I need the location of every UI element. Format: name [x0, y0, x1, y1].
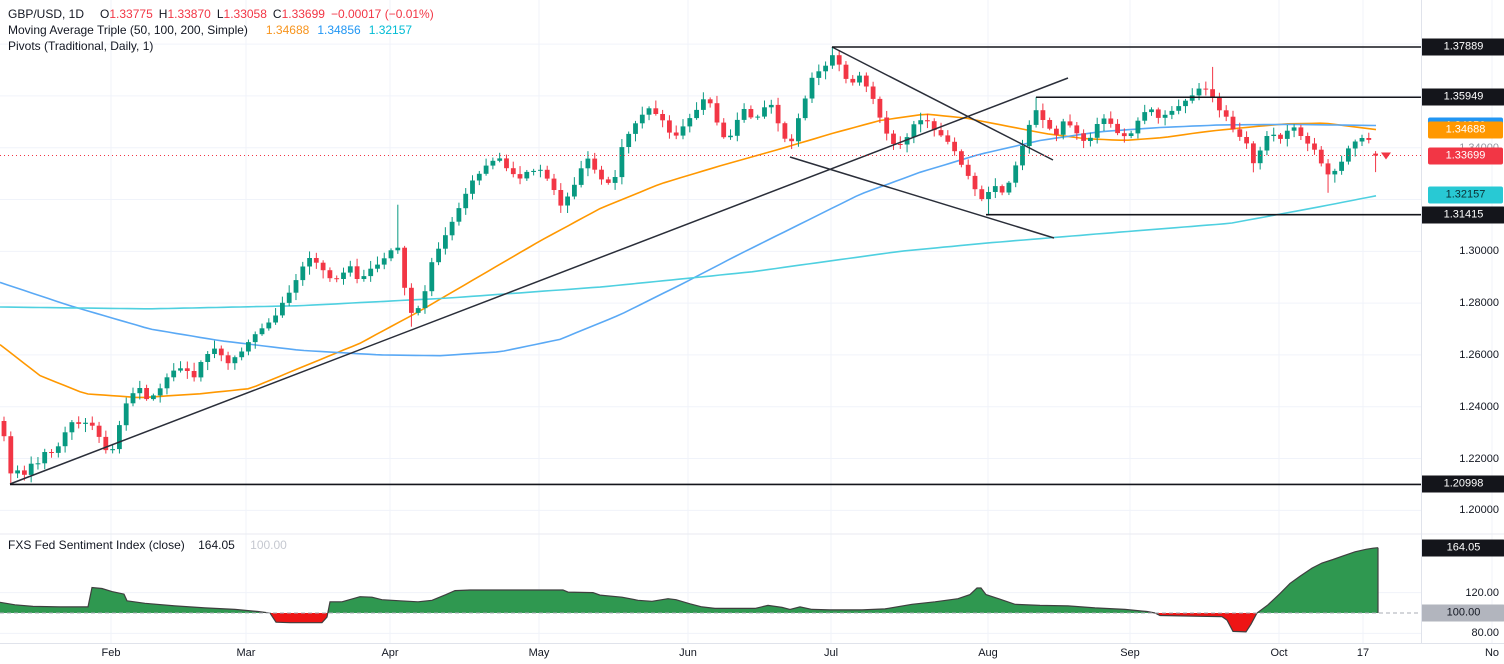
time-axis-label: Mar	[236, 647, 256, 659]
ohlc-letter: C	[272, 7, 282, 21]
sentiment-area	[0, 547, 1421, 633]
gridlines	[0, 0, 1504, 643]
time-axis-label: Jul	[823, 647, 839, 659]
pivots-legend-row[interactable]: Pivots (Traditional, Daily, 1)	[8, 38, 434, 54]
ohlc-letter: O	[100, 7, 110, 21]
price-axis-label: 80.00	[1471, 627, 1499, 640]
price-axis-label: 1.24000	[1459, 400, 1499, 413]
ohlc-value: 1.33775	[109, 7, 153, 21]
sentiment-indicator-title[interactable]: FXS Fed Sentiment Index (close)	[8, 538, 185, 552]
time-axis-label: Sep	[1120, 647, 1140, 659]
price-axis-label: 1.30000	[1459, 245, 1499, 258]
price-axis-label: 1.26000	[1459, 348, 1499, 361]
price-axis-badge: 1.33699	[1428, 147, 1503, 165]
last-price-marker	[1381, 152, 1391, 160]
price-axis-badge: 1.31415	[1422, 206, 1504, 224]
ohlc-value: 1.33058	[223, 7, 267, 21]
ma-value: 1.32157	[368, 23, 413, 37]
price-axis-badge: 100.00	[1422, 604, 1504, 622]
time-axis-label: 17	[1356, 647, 1370, 659]
time-axis-label: May	[528, 647, 550, 659]
time-axis-label: Apr	[381, 647, 399, 659]
price-axis-badge: 1.35949	[1422, 88, 1504, 106]
ma-value: 1.34856	[317, 23, 361, 37]
ohlc-values: O1.33775 H1.33870 L1.33058 C1.33699	[94, 7, 325, 21]
time-axis-label: Feb	[101, 647, 121, 659]
time-axis[interactable]: Feb Mar Apr May Jun Jul Aug Sep Oct 17 No	[0, 643, 1504, 664]
ohlc-letter: L	[216, 7, 224, 21]
price-axis-badge: 1.37889	[1422, 38, 1504, 56]
symbol-legend-row[interactable]: GBP/USD, 1D O1.33775 H1.33870 L1.33058 C1.33…	[8, 6, 434, 22]
trendline-drawings[interactable]	[9, 46, 1421, 486]
ma-line-sma200[interactable]	[0, 195, 1377, 310]
sentiment-value: 164.05	[198, 538, 235, 552]
time-axis-label: Jun	[679, 647, 697, 659]
ohlc-value: 1.33870	[167, 7, 211, 21]
price-axis-badge: 1.20998	[1422, 475, 1504, 493]
price-axis-label: 120.00	[1465, 586, 1499, 599]
price-axis-label: 1.28000	[1459, 297, 1499, 310]
sentiment-baseline-value: 100.00	[250, 538, 287, 552]
pivots-indicator-title[interactable]: Pivots (Traditional, Daily, 1)	[8, 39, 154, 53]
ma-values: 1.34688 1.34856 1.32157	[258, 23, 412, 37]
ohlc-value: 1.33699	[281, 7, 325, 21]
ohlc-letter: H	[158, 7, 168, 21]
price-axis-label: 1.20000	[1459, 504, 1499, 517]
ma-legend-row[interactable]: Moving Average Triple (50, 100, 200, Sim…	[8, 22, 434, 38]
price-axis-badge: 1.34688	[1428, 121, 1503, 139]
current-price-line	[0, 152, 1421, 160]
ma-indicator-title[interactable]: Moving Average Triple (50, 100, 200, Sim…	[8, 23, 248, 37]
price-axis-badge: 1.32157	[1428, 186, 1503, 204]
indicator-legend: GBP/USD, 1D O1.33775 H1.33870 L1.33058 C1.33…	[8, 6, 434, 54]
ma-line-sma50[interactable]	[0, 113, 1377, 399]
price-axis-badge: 164.05	[1422, 539, 1504, 557]
ma-line-sma100[interactable]	[0, 123, 1377, 357]
time-axis-label: Oct	[1270, 647, 1288, 659]
price-axis-label: 1.22000	[1459, 452, 1499, 465]
symbol-title[interactable]: GBP/USD, 1D	[8, 7, 85, 21]
time-axis-label: Aug	[978, 647, 998, 659]
ma-value: 1.34688	[265, 23, 310, 37]
change-value: −0.00017 (−0.01%)	[330, 7, 434, 21]
price-axis[interactable]: 1.340001.300001.280001.260001.240001.220…	[1421, 0, 1504, 643]
candlestick-series	[1, 47, 1378, 485]
time-axis-label: No	[1484, 647, 1500, 659]
sentiment-legend-row[interactable]: FXS Fed Sentiment Index (close) 164.05 1…	[8, 538, 287, 552]
